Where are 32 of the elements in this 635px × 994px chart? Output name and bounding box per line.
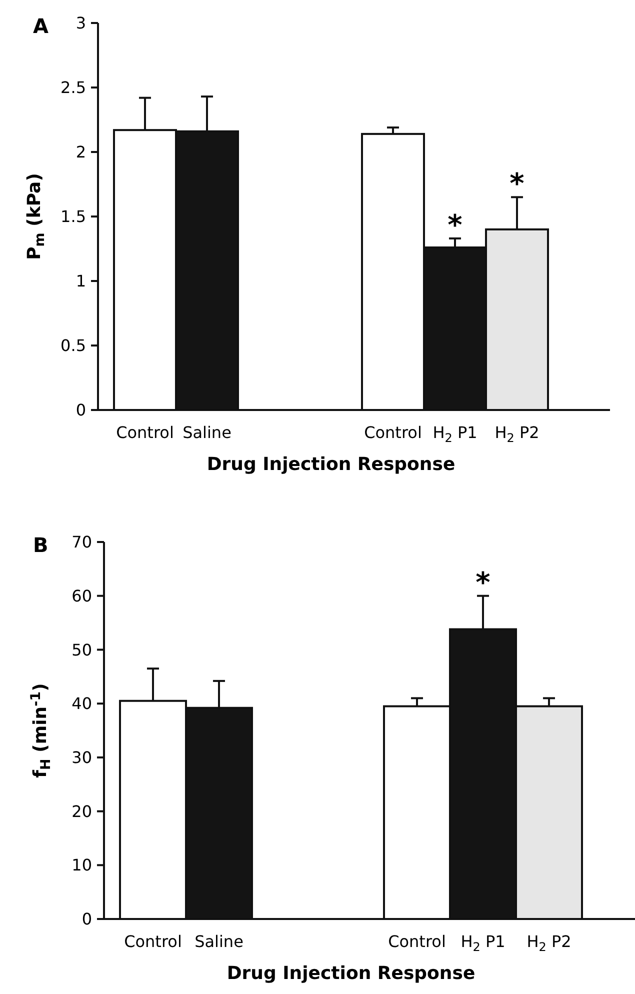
x-tick-label: H$_{2}$ P2: [526, 932, 572, 954]
y-tick-label: 50: [72, 640, 92, 660]
x-axis-title: Drug Injection Response: [226, 963, 476, 984]
y-tick-label: 1.5: [60, 207, 86, 226]
y-tick-label: 1: [76, 272, 86, 291]
y-tick-label: 60: [72, 586, 92, 606]
y-tick-label: 20: [72, 802, 92, 821]
x-tick-label: Control: [364, 423, 422, 442]
chart-title: A: [33, 14, 49, 38]
annotation: *: [510, 167, 525, 200]
y-tick-label: 2.5: [60, 78, 86, 98]
y-tick-label: 2: [76, 142, 86, 162]
chart-title: B: [33, 533, 48, 557]
x-tick-label: Saline: [182, 423, 232, 442]
annotation: *: [448, 208, 463, 242]
x-tick-label: H$_{2}$ P2: [494, 423, 540, 445]
x-tick-label: Control: [116, 423, 174, 442]
y-tick-label: 30: [72, 748, 92, 768]
x-axis-title: Drug Injection Response: [206, 454, 456, 475]
y-tick-label: 40: [72, 694, 92, 714]
y-tick-label: 0: [76, 400, 86, 420]
x-tick-label: Saline: [194, 932, 244, 951]
annotation: *: [476, 566, 491, 599]
x-tick-label: Control: [388, 932, 446, 951]
x-tick-label: H$_{2}$ P1: [460, 932, 506, 954]
y-tick-label: 10: [72, 856, 92, 875]
x-tick-label: H$_{2}$ P1: [432, 423, 478, 445]
y-tick-label: 3: [76, 14, 86, 33]
y-tick-label: 0.5: [60, 336, 86, 356]
x-tick-label: Control: [124, 932, 182, 951]
y-tick-label: 70: [72, 532, 92, 552]
y-tick-label: 0: [82, 910, 92, 929]
